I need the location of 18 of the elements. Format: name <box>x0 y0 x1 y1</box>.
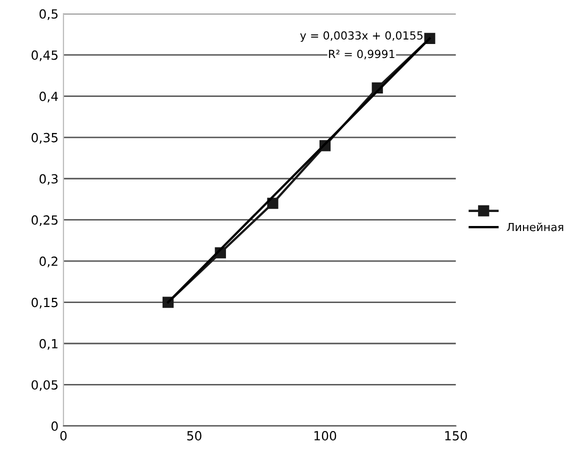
legend-label: Линейная <box>506 222 564 232</box>
y-tick-label: 0,3 <box>40 174 58 185</box>
y-tick-label: 0,4 <box>40 92 58 102</box>
annotation: y = 0,0033x + 0,0155 <box>300 31 423 42</box>
x-tick-label: 50 <box>187 431 202 440</box>
y-tick-label: 0,1 <box>40 338 58 350</box>
y-tick-label: 0,05 <box>32 380 58 391</box>
x-tick-label: 150 <box>445 431 467 440</box>
y-tick-label: 0 <box>51 421 58 431</box>
y-tick-label: 0,45 <box>32 50 58 62</box>
y-tick-label: 0,35 <box>32 132 58 144</box>
y-tick-label: 0,15 <box>32 298 58 308</box>
annotation: R² = 0,9991 <box>329 50 394 60</box>
y-tick-label: 0,2 <box>40 256 58 268</box>
y-tick-label: 0,5 <box>40 9 58 20</box>
x-tick-label: 100 <box>314 431 336 440</box>
x-tick-label: 0 <box>60 431 67 440</box>
y-tick-label: 0,25 <box>32 215 58 226</box>
